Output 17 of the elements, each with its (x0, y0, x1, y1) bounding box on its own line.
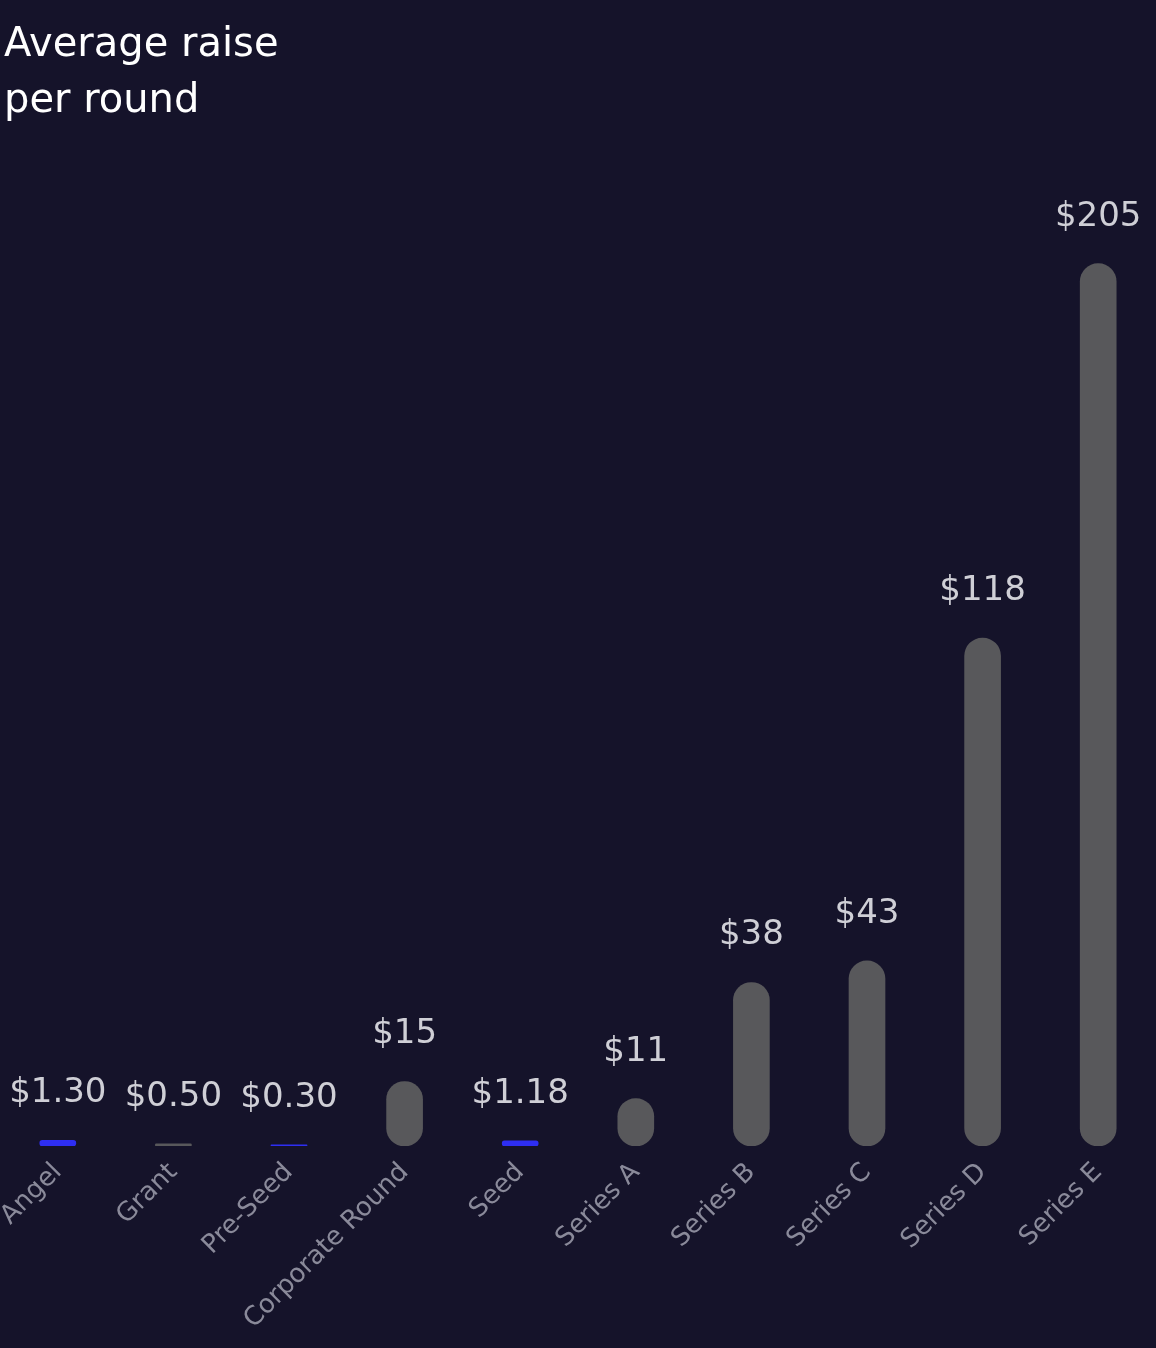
data-label: $0.50 (124, 1073, 223, 1114)
bar (964, 637, 1001, 1147)
data-label: $38 (718, 912, 784, 953)
data-label: $15 (372, 1011, 438, 1052)
chart-title: Average raise per round (4, 18, 280, 123)
bar (501, 1140, 539, 1147)
data-label: $118 (939, 567, 1026, 608)
data-label: $0.30 (240, 1074, 338, 1115)
bar (1079, 263, 1117, 1147)
bar (733, 982, 770, 1147)
data-label: $1.18 (471, 1070, 569, 1111)
data-label: $205 (1054, 193, 1142, 234)
data-label: $43 (834, 890, 900, 931)
data-label: $1.30 (9, 1070, 107, 1111)
bar (848, 960, 886, 1147)
data-label: $11 (603, 1028, 669, 1069)
bar (39, 1140, 77, 1147)
